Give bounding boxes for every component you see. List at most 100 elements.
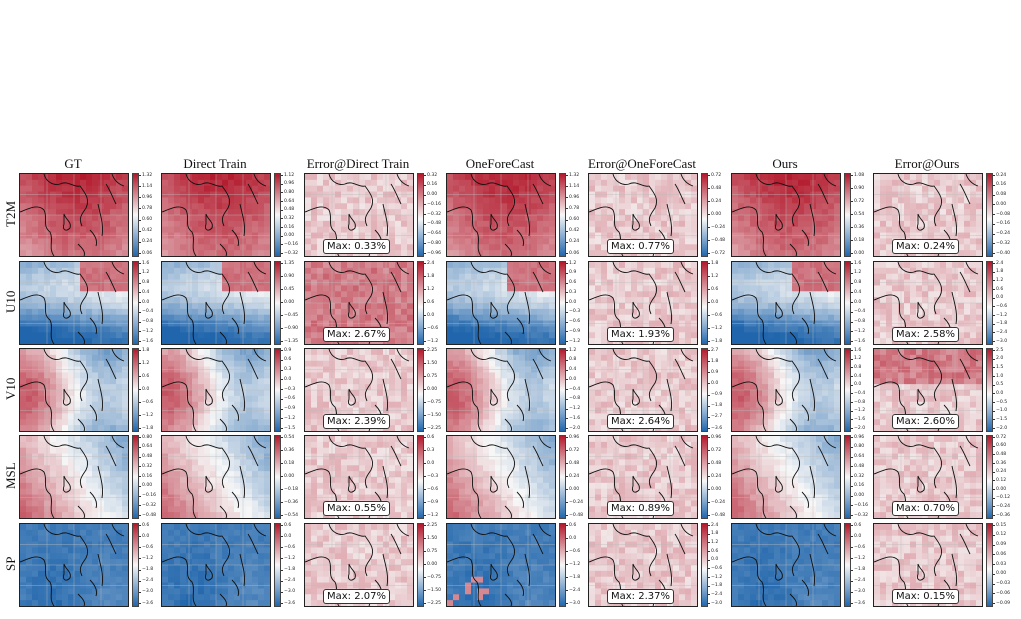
colorbar-tick-label: −0.8 [854,319,866,324]
colorbar-tick-label: −0.6 [569,548,581,554]
coastline [253,174,267,187]
colorbar-tick [139,402,141,403]
coastline [917,301,925,319]
colorbar-tick [993,194,995,196]
colorbar-tick [993,402,995,403]
coastline [111,524,125,537]
coastline [897,436,943,489]
colorbar-tick-label: −1.50 [427,412,442,418]
coastline [680,349,694,362]
colorbar-tick-label: −0.24 [996,503,1011,509]
coastline [775,475,783,493]
colorbar-tick [708,240,710,241]
colorbar-tick-label: 0.75 [427,548,438,554]
colorbar-tick-label: 0.0 [427,460,435,466]
coastline [43,524,89,577]
colorbar-tick-label: 0.18 [284,460,295,466]
map-svg [589,174,697,256]
colorbar-tick-label: −1.8 [142,425,154,431]
colorbar-tick-label: 0.16 [142,473,153,479]
colorbar-tick-label: −1.5 [284,425,296,431]
forecast-map-panel [19,523,129,607]
colorbar-tick-label: −1.2 [854,555,866,561]
colorbar-tick-label: 1.2 [427,286,435,292]
colorbar-tick [566,292,568,294]
colorbar-tick [139,197,141,199]
colorbar-tick [708,361,710,363]
colorbar-tick [993,376,995,377]
column-title: Error@Direct Train [306,156,410,171]
colorbar-tick [993,214,995,215]
colorbar-tick [993,471,995,473]
colorbar-tick [993,358,995,360]
colorbar-tick-label: 0.0 [142,386,150,392]
colorbar-tick-label: −1.2 [996,312,1008,318]
colorbar-tick-label: 0.18 [854,237,865,243]
colorbar-tick-label: 1.08 [854,172,865,178]
colorbar-tick-label: 0.96 [284,181,295,187]
row-label: T2M [3,201,18,227]
colorbar-tick-label: −0.6 [711,312,723,318]
coastline [897,174,943,227]
colorbar-tick [993,184,995,186]
coastline [666,271,686,325]
colorbar-tick-label: −0.03 [996,581,1011,586]
colorbar-tick-label: 2.4 [711,522,719,528]
colorbar-tick [708,383,710,385]
colorbar-tick-label: 0.48 [284,207,295,213]
max-error-label: Max: 0.24% [892,239,959,254]
colorbar-tick [566,263,568,264]
colorbar-tick [566,379,568,381]
colorbar-tick [851,384,853,386]
column-title: GT [64,156,82,171]
coastline [612,262,658,315]
colorbar-tick-label: 1.32 [569,172,580,178]
colorbar-tick-label: −0.24 [711,224,726,230]
colorbar-tick [566,311,568,313]
colorbar [132,523,139,607]
colorbar-tick [851,282,853,284]
colorbar-tick-label: −0.6 [427,325,439,331]
colorbar [559,261,566,345]
colorbar-tick [139,495,141,497]
coastline [382,358,402,412]
colorbar-tick-label: 1.8 [711,531,719,537]
colorbar-tick [851,253,853,254]
colorbar-tick-label: −3.0 [142,589,154,595]
colorbar-tick-label: 0.0 [711,557,719,563]
colorbar-tick [139,389,141,390]
coastline [897,349,943,402]
colorbar-tick-label: −0.64 [427,231,442,236]
colorbar [274,261,281,345]
colorbar-tick-label: −1.2 [142,328,154,334]
map-svg [305,262,413,344]
forecast-map-panel [161,523,271,607]
colorbar-tick-label: −0.48 [427,221,442,227]
colorbar-tick-label: 0.60 [142,217,153,223]
colorbar-tick [993,384,995,386]
coastline [253,262,267,275]
colorbar-tick [993,497,995,499]
colorbar-tick-label: −1.2 [427,338,439,344]
colorbar-tick [708,594,710,596]
colorbar-tick [993,564,995,565]
colorbar [986,261,993,345]
colorbar-tick-label: −2.25 [427,600,442,606]
colorbar-tick [281,175,283,176]
coastline [809,533,829,587]
colorbar-tick-label: 0.00 [996,486,1007,492]
colorbar-tick [424,502,426,503]
colorbar-tick [993,515,995,516]
colorbar-tick [424,184,426,186]
coastline [632,213,640,231]
colorbar-tick [851,376,853,377]
coastline [162,294,197,344]
colorbar [986,435,993,519]
coastline [447,206,482,256]
colorbar-tick [708,428,710,429]
colorbar-tick [993,593,995,595]
coastline [823,524,837,537]
colorbar-tick-label: 0.48 [142,454,153,459]
colorbar-tick-label: 0.6 [427,299,435,305]
colorbar-tick-label: 2.25 [427,347,438,353]
